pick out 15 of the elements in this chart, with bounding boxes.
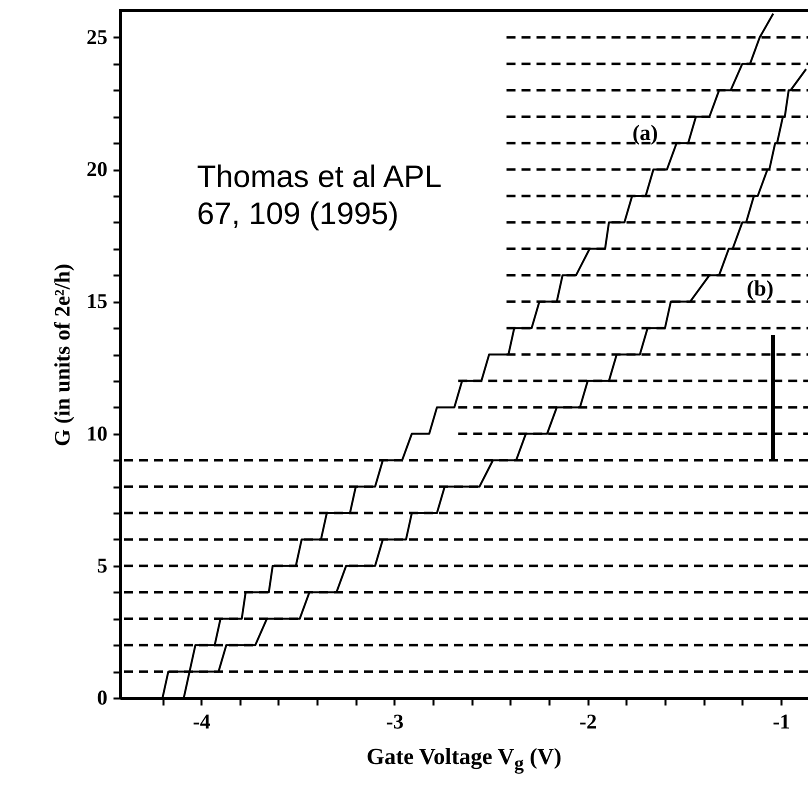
x-axis-title: Gate Voltage V$_{g}$ (V) bbox=[365, 744, 563, 776]
y-tick-label: 10 bbox=[86, 421, 108, 446]
series-label: (a) bbox=[632, 120, 658, 146]
x-tick-label: -2 bbox=[579, 710, 597, 734]
annotation: Thomas et al APL 67, 109 (1995) bbox=[197, 159, 442, 231]
x-tick-label: -3 bbox=[386, 710, 404, 734]
y-tick-label: 5 bbox=[97, 553, 108, 578]
x-tick-label: -4 bbox=[192, 710, 211, 734]
x-tick-label: -1 bbox=[772, 710, 790, 734]
series-label: (b) bbox=[746, 276, 774, 301]
y-axis-title: G (in units of 2e²/h) bbox=[50, 264, 74, 446]
y-tick-label: 15 bbox=[86, 289, 108, 314]
y-tick-label: 20 bbox=[86, 157, 108, 182]
y-tick-label: 25 bbox=[86, 24, 108, 49]
y-tick-label: 0 bbox=[97, 686, 108, 710]
